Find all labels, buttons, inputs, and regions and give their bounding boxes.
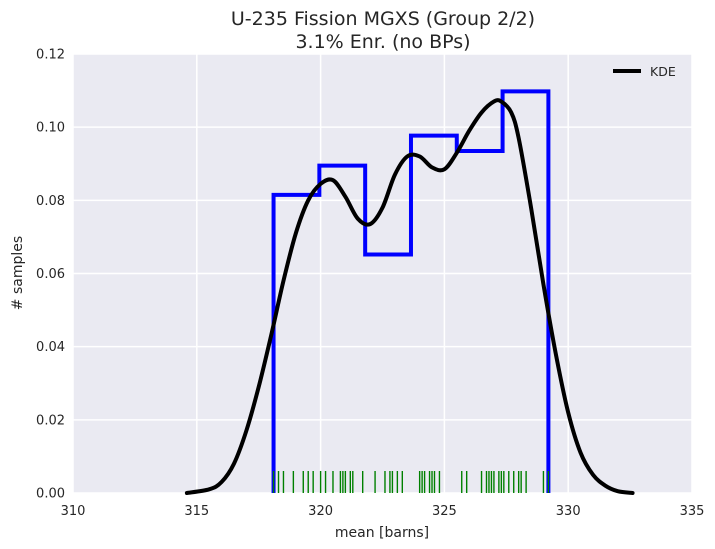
y-tick-label: 0.04 bbox=[36, 340, 65, 355]
x-tick-label: 310 bbox=[61, 504, 86, 519]
y-tick-label: 0.06 bbox=[36, 267, 65, 282]
chart-title: U-235 Fission MGXS (Group 2/2) bbox=[231, 8, 535, 30]
chart-subtitle: 3.1% Enr. (no BPs) bbox=[295, 31, 470, 53]
kde-curve bbox=[184, 98, 635, 495]
legend-kde-label: KDE bbox=[650, 64, 676, 79]
y-tick-label: 0.10 bbox=[36, 121, 65, 136]
x-tick-label: 330 bbox=[556, 504, 581, 519]
x-axis-label: mean [barns] bbox=[335, 525, 429, 541]
y-tick-label: 0.02 bbox=[36, 413, 65, 428]
tick-labels: 310 315 320 325 330 335 0.00 0.02 0.04 0.06 0.08 0.… bbox=[36, 48, 704, 520]
y-tick-label: 0.00 bbox=[36, 487, 65, 502]
y-axis-label: # samples bbox=[10, 236, 26, 310]
rug-plot bbox=[272, 471, 550, 493]
kde-line bbox=[184, 98, 635, 495]
y-tick-label: 0.12 bbox=[36, 48, 65, 63]
grid-lines bbox=[72, 53, 693, 494]
y-tick-label: 0.08 bbox=[36, 194, 65, 209]
x-tick-label: 325 bbox=[432, 504, 457, 519]
x-tick-label: 335 bbox=[680, 504, 705, 519]
x-tick-label: 315 bbox=[184, 504, 209, 519]
legend: KDE bbox=[613, 64, 676, 79]
x-tick-label: 320 bbox=[308, 504, 333, 519]
